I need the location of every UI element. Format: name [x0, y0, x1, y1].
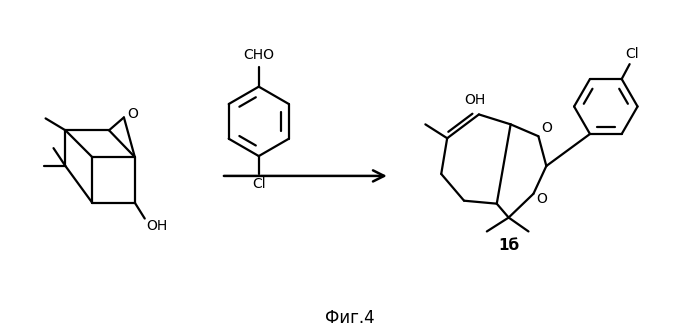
Text: Фиг.4: Фиг.4	[326, 309, 374, 327]
Text: 1б: 1б	[498, 238, 519, 253]
Text: Cl: Cl	[252, 177, 265, 191]
Text: OH: OH	[146, 219, 167, 233]
Text: O: O	[541, 121, 552, 135]
Text: OH: OH	[464, 93, 486, 107]
Text: CHO: CHO	[244, 48, 274, 62]
Text: Cl: Cl	[625, 47, 638, 61]
Text: O: O	[127, 108, 139, 121]
Text: O: O	[536, 192, 547, 206]
